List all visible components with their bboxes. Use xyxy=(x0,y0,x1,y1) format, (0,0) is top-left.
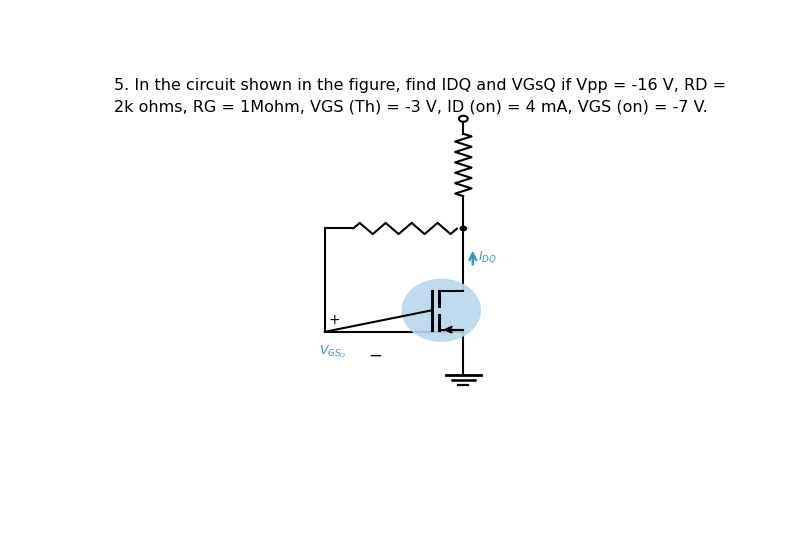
Text: −: − xyxy=(368,347,382,364)
Circle shape xyxy=(460,226,466,231)
Ellipse shape xyxy=(401,280,480,341)
Text: $I_{DQ}$: $I_{DQ}$ xyxy=(477,250,496,266)
Text: 5. In the circuit shown in the figure, find IDQ and VGsQ if Vpp = -16 V, RD =: 5. In the circuit shown in the figure, f… xyxy=(114,78,725,93)
Text: 2k ohms, RG = 1Mohm, VGS (Th) = -3 V, ID (on) = 4 mA, VGS (on) = -7 V.: 2k ohms, RG = 1Mohm, VGS (Th) = -3 V, ID… xyxy=(114,100,707,115)
Text: $V_{GS_Q}$: $V_{GS_Q}$ xyxy=(318,344,345,361)
Text: +: + xyxy=(328,312,339,327)
